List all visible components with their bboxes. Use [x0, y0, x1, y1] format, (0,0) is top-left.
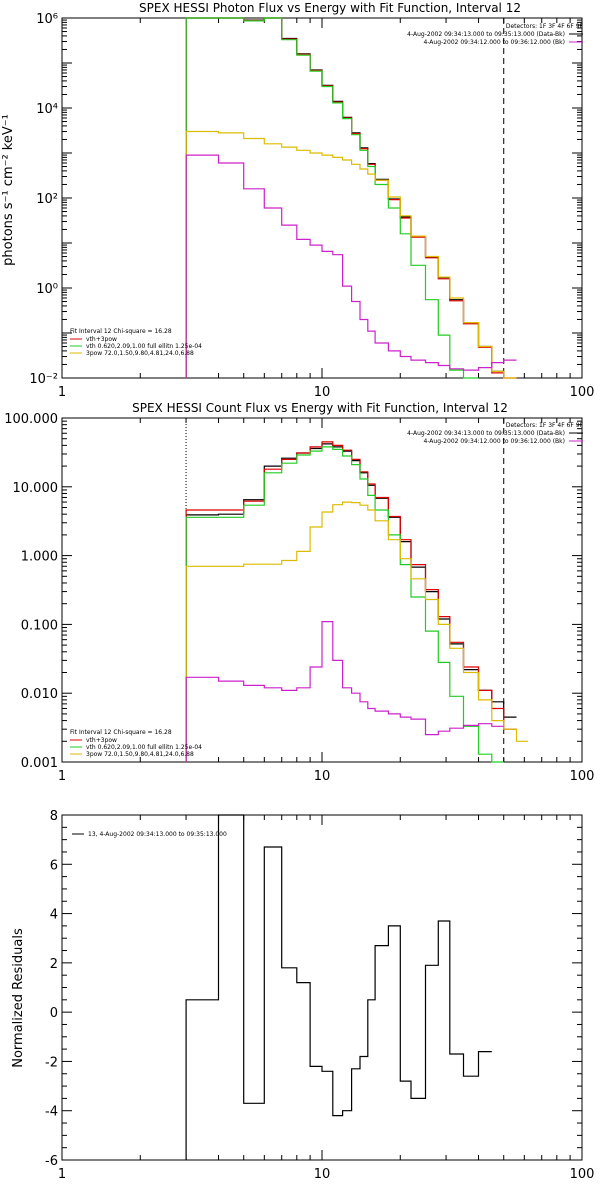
- residual-x-tick-label: 10: [314, 1167, 331, 1182]
- residual-y-tick-label: -4: [45, 1105, 58, 1120]
- panel-photon-flux: SPEX HESSI Photon Flux vs Energy with Fi…: [1, 1, 594, 400]
- photon-legend-right: Detectors: 1F 3F 4F 6F 9F 4-Aug-2002 09:…: [407, 23, 583, 46]
- count-y-tick-label: 0.001: [21, 756, 58, 771]
- residual-x-tick-label: 1: [58, 1167, 66, 1182]
- residual-legend-line: 13, 4-Aug-2002 09:34:13.000 to 09:35:13.…: [88, 831, 227, 838]
- residual-y-tick-label: 0: [50, 1006, 58, 1021]
- photon-x-tick-label: 100: [570, 385, 595, 400]
- count-x-tick-label: 1: [58, 769, 66, 784]
- residual-plot-area: 1 10 100 -6 -4 -2 0 2 4 6 8: [45, 809, 594, 1182]
- residual-y-tick-label: 4: [50, 908, 58, 923]
- photon-series-bk: [185, 154, 517, 378]
- count-y-tick-label: 1.000: [21, 550, 58, 565]
- count-legend-right-line: Detectors: 1F 3F 4F 6F 9F: [506, 422, 584, 429]
- photon-series-data-bk: [185, 17, 504, 378]
- count-legend-left-line: 3pow 72.0,1.50,9.80,4.81,24.0,6.88: [86, 751, 194, 758]
- photon-y-tick-label: 10²: [36, 192, 58, 207]
- count-legend-left-line: vth 0.620,2.09,1.00 full ellitn 1.25e-04: [86, 744, 202, 751]
- photon-series-vth-3pow: [185, 17, 517, 379]
- count-x-tick-label: 10: [314, 769, 331, 784]
- residual-y-tick-label: 2: [50, 957, 58, 972]
- photon-chart-title: SPEX HESSI Photon Flux vs Energy with Fi…: [139, 1, 521, 15]
- photon-plot-area: 1 10 100 10⁻² 10⁰ 10² 10⁴ 10⁶: [29, 12, 594, 400]
- panel-count-flux: SPEX HESSI Count Flux vs Energy with Fit…: [4, 401, 594, 784]
- residual-y-tick-label: 6: [50, 858, 58, 873]
- count-legend-left: Fit Interval 12 Chi-square = 16.28 vth+3…: [70, 729, 202, 758]
- photon-y-tick-label: 10⁴: [36, 102, 58, 117]
- photon-series-vth: [185, 17, 479, 379]
- photon-legend-left-line: vth 0.620,2.09,1.00 full ellitn 1.25e-04: [86, 343, 202, 350]
- residual-y-tick-label: -2: [45, 1055, 58, 1070]
- residual-y-axis-label: Normalized Residuals: [11, 928, 26, 1068]
- photon-legend-left-line: 3pow 72.0,1.50,9.80,4.81,24.0,6.88: [86, 350, 194, 357]
- residual-legend: 13, 4-Aug-2002 09:34:13.000 to 09:35:13.…: [72, 831, 227, 838]
- photon-y-tick-label: 10⁻²: [29, 372, 58, 387]
- photon-y-axis-label: photons s⁻¹ cm⁻² keV⁻¹: [1, 114, 16, 266]
- count-legend-right-line: 4-Aug-2002 09:34:13.000 to 09:35:13.000 …: [407, 430, 565, 437]
- count-y-tick-label: 100.000: [4, 412, 58, 427]
- count-legend-right: Detectors: 1F 3F 4F 6F 9F 4-Aug-2002 09:…: [407, 422, 583, 445]
- photon-legend-left-line: Fit Interval 12 Chi-square = 16.28: [70, 328, 172, 335]
- count-plot-area: 1 10 100 0.001 0.010 0.100 1.000 10.000 100.000: [4, 412, 594, 784]
- photon-series-3pow: [185, 130, 517, 379]
- panel-residuals: 1 10 100 -6 -4 -2 0 2 4 6 8 Normalized Residuals 1…: [11, 809, 594, 1182]
- count-series-3pow: [185, 501, 528, 762]
- count-series-vth-3pow: [185, 441, 517, 762]
- photon-x-tick-label: 10: [314, 385, 331, 400]
- photon-legend-left: Fit Interval 12 Chi-square = 16.28 vth+3…: [70, 328, 202, 357]
- photon-x-tick-label: 1: [58, 385, 66, 400]
- count-series-bk: [185, 620, 504, 762]
- count-series-data-bk: [185, 443, 517, 762]
- count-legend-right-line: 4-Aug-2002 09:34:12.000 to 09:36:12.000 …: [423, 438, 565, 445]
- count-y-tick-label: 0.010: [21, 687, 58, 702]
- count-y-tick-label: 0.100: [21, 618, 58, 633]
- residual-y-tick-label: 8: [50, 809, 58, 824]
- photon-legend-right-line: 4-Aug-2002 09:34:12.000 to 09:36:12.000 …: [423, 39, 565, 46]
- photon-legend-right-line: Detectors: 1F 3F 4F 6F 9F: [506, 23, 584, 30]
- count-x-tick-label: 100: [570, 769, 595, 784]
- residual-x-tick-label: 100: [570, 1167, 595, 1182]
- count-chart-title: SPEX HESSI Count Flux vs Energy with Fit…: [132, 401, 508, 415]
- photon-legend-right-line: 4-Aug-2002 09:34:13.000 to 09:35:13.000 …: [407, 31, 565, 38]
- count-series-vth: [185, 446, 504, 763]
- photon-y-tick-label: 10⁰: [36, 282, 58, 297]
- photon-y-tick-label: 10⁶: [36, 12, 58, 27]
- residual-series-13: [185, 814, 492, 1160]
- residual-axes-frame: [61, 814, 583, 1161]
- count-legend-left-line: vth+3pow: [86, 737, 117, 744]
- photon-legend-left-line: vth+3pow: [86, 336, 117, 343]
- count-y-tick-label: 10.000: [13, 481, 59, 496]
- count-legend-left-line: Fit Interval 12 Chi-square = 16.28: [70, 729, 172, 736]
- residual-y-tick-label: -6: [45, 1154, 58, 1169]
